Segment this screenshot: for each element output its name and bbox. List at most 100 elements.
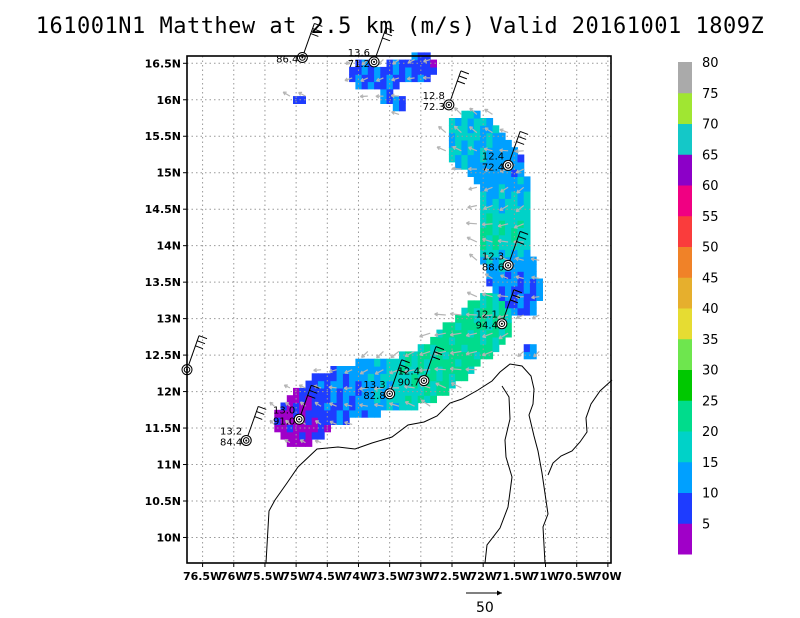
storm-center-dot [507,264,510,267]
wind-barb-flag [460,70,470,75]
storm-center: 12.472.4 [482,130,529,173]
wind-cell [374,373,381,382]
wind-cell [529,278,537,287]
wind-cell [492,183,500,192]
wind-cell [417,344,425,353]
wind-vector-head [373,386,378,391]
wind-barb-flag [198,335,208,340]
wind-cell [442,380,450,389]
wind-vector [328,369,337,373]
x-tick-label: 70W [594,570,621,583]
wind-cell [311,395,319,404]
wind-cell [455,147,462,156]
wind-vector [404,385,415,389]
wind-cell [324,409,331,418]
wind-cell [317,395,325,404]
wind-cell [330,409,338,418]
wind-cell [317,417,325,425]
wind-cell [442,329,450,338]
wind-cell [380,66,388,75]
wind-cell [511,256,518,265]
wind-vector [465,350,478,355]
y-tick-label: 12.5N [145,349,181,362]
wind-cell [280,409,288,418]
storm-center: 13.284.4 [220,405,267,448]
wind-barb-flag [256,410,265,415]
wind-cell [305,417,313,425]
wind-cell [486,300,494,309]
wind-cell [430,358,437,367]
wind-cell [498,139,506,148]
wind-vector [497,314,509,319]
wind-cell [492,161,500,170]
wind-cell [505,249,512,258]
wind-barb-flag [314,22,323,27]
wind-vector [450,313,462,316]
wind-vector [419,369,431,371]
wind-vector-head [482,333,487,339]
storm-center-inner-ring [370,58,378,66]
wind-cell [386,366,394,374]
center-label-bottom: 90.7 [398,378,420,389]
wind-barb-flag [509,299,519,304]
wind-cell [480,307,487,316]
wind-cell [448,344,456,353]
wind-vector-head [454,107,459,112]
wind-cell [311,402,319,411]
wind-vector-head [313,368,318,373]
wind-cell [317,380,325,389]
y-tick-label: 13N [156,313,181,326]
wind-vector [469,253,478,261]
center-label-top: 12.4 [398,367,420,378]
wind-cell [317,402,325,411]
wind-cell [467,300,475,309]
wind-cell [423,387,431,396]
wind-vector [438,125,447,134]
wind-vector-head [406,76,411,81]
wind-vector [466,332,478,337]
wind-cell [486,212,494,221]
wind-cell [455,154,462,163]
wind-vector-head [269,419,274,424]
wind-vector [484,168,493,171]
wind-vector [436,146,447,152]
wind-cell [492,278,500,287]
wind-cell [480,227,487,236]
storm-center: 86.4 [276,22,323,65]
wind-vector-head [484,254,489,259]
wind-vector [450,350,462,354]
wind-cell [399,96,406,104]
wind-cell [486,329,494,338]
wind-cell [529,271,537,280]
wind-cell [386,402,394,411]
wind-vector [434,313,446,316]
wind-vector [466,222,477,225]
colorbar-segment [678,338,692,370]
wind-cell [280,417,288,425]
wind-cell [461,358,469,367]
wind-speed-field [274,52,543,447]
wind-cell [486,161,494,170]
wind-cell [342,395,350,404]
wind-cell [486,118,494,126]
wind-cell [523,293,531,301]
wind-vector-head [314,420,320,425]
wind-vector-head [513,224,518,229]
wind-vector-head [298,384,303,389]
wind-vector-head [465,332,470,338]
wind-cell [492,256,500,265]
wind-vector [434,332,446,336]
wind-cell [505,307,512,316]
wind-vector-head [469,126,474,131]
wind-cell [492,191,500,199]
wind-cell [523,300,531,309]
wind-cell [473,125,481,134]
wind-cell [324,402,331,411]
wind-cell [317,409,325,418]
wind-cell [448,118,456,126]
wind-vector [532,314,540,320]
wind-cell [480,198,487,207]
colorbar-label: 40 [702,302,719,317]
colorbar-segment [678,123,692,155]
